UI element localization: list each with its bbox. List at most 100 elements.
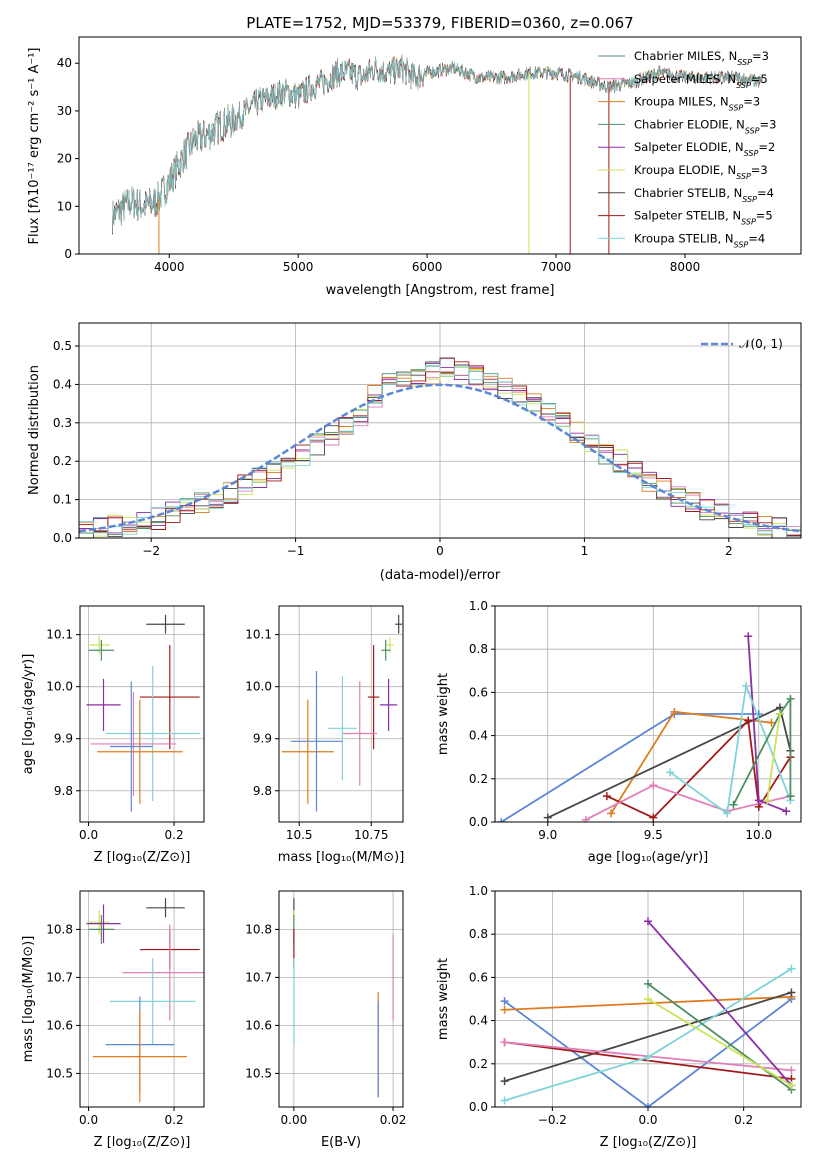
- spectrum-ytick-label: 0: [64, 247, 72, 261]
- mass-weight-marker: [581, 815, 590, 822]
- histogram-legend: 𝒩(0, 1): [701, 337, 783, 351]
- subplot-ytick-label: 10.7: [245, 970, 272, 984]
- mass-weight-line: [647, 983, 792, 1091]
- subplot-xtick-label: 10.0: [745, 828, 772, 842]
- histogram-series-step: [79, 365, 801, 538]
- mass-weight-marker: [500, 1005, 509, 1014]
- spectrum-xtick-label: 4000: [154, 260, 185, 274]
- spectrum-series-line: [112, 55, 763, 233]
- subplot-ylabel: mass weight: [436, 673, 451, 755]
- mass-weight-marker: [644, 917, 652, 926]
- spectrum-xlabel: wavelength [Angstrom, rest frame]: [326, 283, 555, 298]
- subplot-xlabel: Z [log₁₀(Z/Z⊙)]: [600, 1135, 697, 1150]
- subplot-xtick-label: 10.5: [286, 828, 313, 842]
- mass-weight-line: [747, 636, 787, 813]
- subplot-xtick-label: 9.0: [538, 828, 557, 842]
- mass-weight-line: [585, 784, 791, 821]
- mass-weight-line: [766, 713, 781, 801]
- subplot-xlabel: mass [log₁₀(M/M⊙)]: [278, 850, 405, 865]
- mass-weight-line: [669, 682, 792, 815]
- mass-weight-marker: [775, 710, 784, 718]
- mass-weight-marker: [644, 995, 652, 1003]
- subplot-ytick-label: 10.6: [245, 1018, 272, 1032]
- subplot-frame: [494, 890, 802, 1108]
- mass-weight-line: [732, 696, 792, 806]
- mass-weight-marker: [787, 1081, 796, 1090]
- mass-weight-marker: [754, 796, 763, 805]
- spectrum-legend-label: Salpeter MILES, NSSP=5: [634, 72, 768, 90]
- histogram-xtick-label: −2: [142, 544, 160, 558]
- mass-weight-marker: [497, 818, 506, 822]
- spectrum-xtick-label: 8000: [670, 260, 701, 274]
- subplot-ytick-label: 10.0: [46, 680, 73, 694]
- histogram-xtick-label: −1: [287, 544, 305, 558]
- spectrum-xtick-label: 5000: [283, 260, 314, 274]
- subplot-ytick-label: 9.8: [253, 784, 272, 798]
- spectrum-frame: [78, 36, 802, 255]
- subplot-xtick-label: 0.0: [79, 1113, 98, 1127]
- mass-weight-marker: [782, 807, 791, 816]
- mass-weight-marker: [744, 716, 753, 725]
- subplot-ytick-label: 10.6: [46, 1018, 73, 1032]
- spectrum-ytick-label: 20: [57, 152, 72, 166]
- subplot-ylabel: mass [log₁₀(M/M⊙)]: [21, 936, 36, 1063]
- subplot-frame: [79, 890, 205, 1108]
- mass-weight-marker: [644, 1103, 652, 1107]
- normal-curve-legend-label: 𝒩(0, 1): [739, 337, 783, 351]
- spectrum-legend-label: Chabrier ELODIE, NSSP=3: [634, 117, 776, 135]
- spectrum-panel: 4000 5000 6000 7000 8000 0 10 20 30 40 Chabrier M…: [27, 36, 802, 298]
- subplot-ytick-label: 10.1: [245, 628, 272, 642]
- subplot-xtick-label: 0.2: [165, 1113, 184, 1127]
- histogram-ylabel: Normed distribution: [27, 365, 42, 495]
- mass-weight-marker: [767, 718, 776, 727]
- mass-weight-marker: [644, 1053, 652, 1062]
- subplot-ytick-label: 9.9: [253, 732, 272, 746]
- subplot-ytick-label: 0.2: [469, 1057, 488, 1071]
- mass-weight-marker: [723, 809, 732, 818]
- subplot-xtick-label: 0.02: [380, 1113, 407, 1127]
- mass-weight-marker: [729, 800, 738, 809]
- mass-weight-marker: [649, 813, 658, 822]
- mass-weight-marker: [607, 809, 616, 818]
- mass-weight-marker: [543, 813, 552, 822]
- mass-weight-line: [647, 998, 792, 1087]
- mass-weight-marker: [786, 792, 795, 801]
- mass-weight-marker: [763, 796, 772, 805]
- subplot-ytick-label: 10.8: [245, 922, 272, 936]
- spectrum-ytick-label: 30: [57, 104, 72, 118]
- subplot-ytick-label: 0.6: [469, 685, 488, 699]
- subplot-panel: 0.0 0.2 10.5 10.6 10.7 10.8 Z [log₁₀(Z/Z⊙)] mas…: [21, 890, 205, 1150]
- subplot-ytick-label: 10.5: [245, 1066, 272, 1080]
- mass-weight-marker: [786, 694, 795, 703]
- histogram-ytick-label: 0.0: [53, 531, 72, 545]
- subplot-frame: [494, 605, 802, 823]
- subplot-frame: [278, 605, 404, 823]
- mass-weight-marker: [744, 632, 753, 641]
- subplot-panel: 0.0 0.2 9.8 9.9 10.0 10.1 Z [log₁₀(Z/Z⊙)] age […: [21, 605, 205, 865]
- mass-weight-line: [647, 920, 793, 1086]
- subplot-xtick-label: 0.0: [638, 1113, 657, 1127]
- mass-weight-marker: [787, 988, 796, 997]
- subplot-marks: [86, 614, 200, 812]
- subplot-xlabel: E(B-V): [321, 1135, 361, 1150]
- subplot-xtick-label: 0.0: [79, 828, 98, 842]
- subplot-xlabel: age [log₁₀(age/yr)]: [588, 850, 709, 865]
- subplot-ytick-label: 0.2: [469, 772, 488, 786]
- histogram-xtick-label: 0: [436, 544, 444, 558]
- subplot-ytick-label: 9.8: [54, 784, 73, 798]
- subplot-ytick-label: 0.8: [469, 927, 488, 941]
- subplot-xtick-label: 0.2: [734, 1113, 753, 1127]
- spectrum-legend-label: Kroupa STELIB, NSSP=4: [634, 231, 765, 249]
- spectrum-legend: Chabrier MILES, NSSP=3 Salpeter MILES, NS…: [598, 49, 776, 249]
- mass-weight-marker: [500, 1077, 509, 1086]
- subplot-ytick-label: 0.4: [469, 729, 488, 743]
- subplot-panel: −0.2 0.0 0.2 0.0 0.2 0.4 0.6 0.8 1.0 Z [log₁₀(Z/Z…: [436, 884, 802, 1150]
- spectrum-ylabel: Flux [fλ10⁻¹⁷ erg cm⁻² s⁻¹ A⁻¹]: [27, 48, 42, 245]
- mass-weight-marker: [670, 707, 679, 716]
- spectrum-xtick-label: 7000: [541, 260, 572, 274]
- mass-weight-marker: [787, 1066, 796, 1075]
- normal-curve-line: [79, 383, 801, 533]
- subplot-marks: [497, 632, 795, 822]
- subplot-panel: 9.0 9.5 10.0 0.0 0.2 0.4 0.6 0.8 1.0 age [log₁₀(a…: [436, 599, 802, 865]
